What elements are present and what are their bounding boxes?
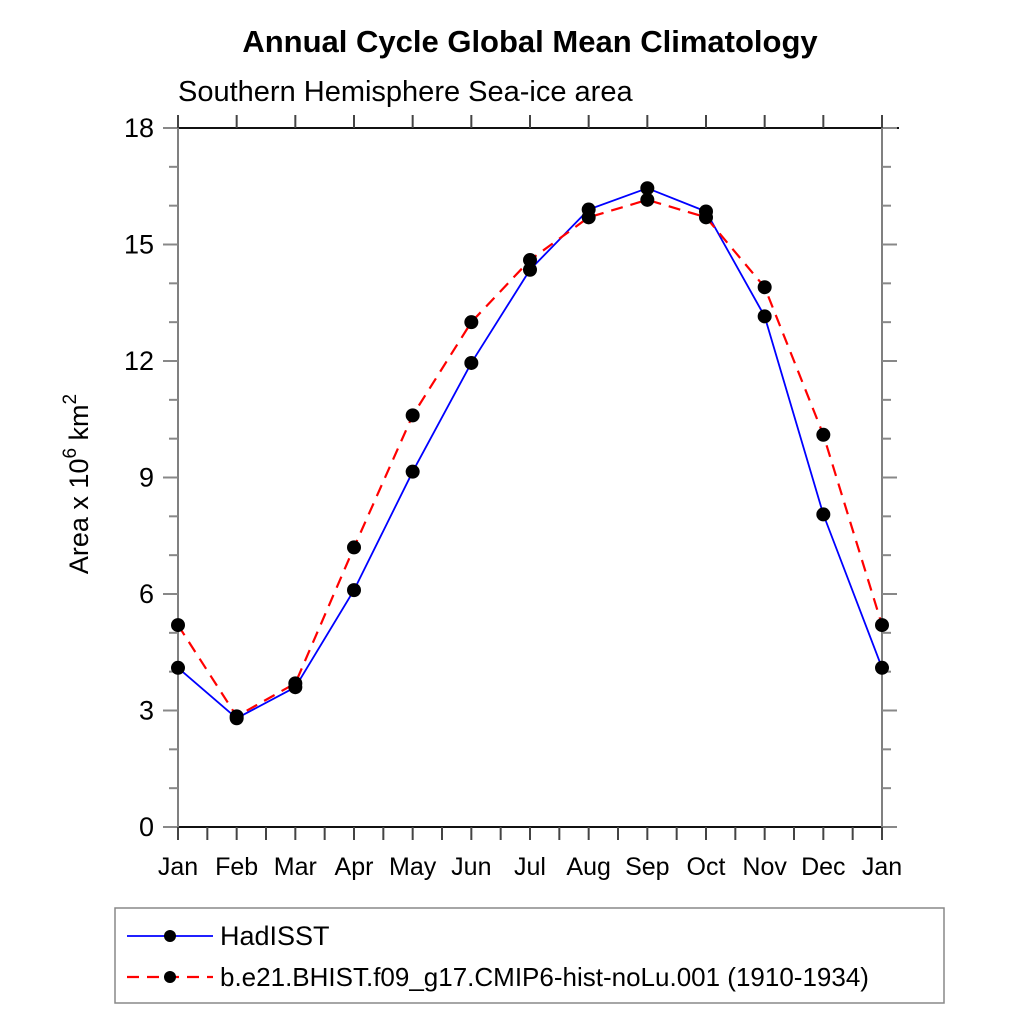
- legend: HadISST b.e21.BHIST.f09_g17.CMIP6-hist-n…: [114, 907, 945, 1004]
- series-0-marker: [464, 355, 479, 370]
- x-axis-tick-label: Dec: [801, 853, 845, 881]
- chart-subtitle: Southern Hemisphere Sea-ice area: [178, 76, 633, 108]
- series-1-marker: [816, 427, 831, 442]
- x-axis-tick-label: Mar: [274, 853, 317, 881]
- plot-area: 0 3 6 9 12 15 18 Jan Feb Mar Apr May Jun Jul Aug Sep Oct…: [124, 113, 902, 881]
- legend-marker-dot: [164, 930, 176, 942]
- x-axis-tick-label: Jun: [451, 853, 491, 881]
- y-axis-label: Area x 106 km2: [60, 394, 94, 574]
- series-1-marker: [757, 280, 772, 295]
- x-axis-tick-label: Jul: [514, 853, 546, 881]
- legend-marker-dot: [164, 971, 176, 983]
- series-0-marker: [347, 583, 361, 598]
- legend-box: [114, 907, 945, 1004]
- series-0-marker: [640, 181, 655, 196]
- series-1-marker: [464, 315, 479, 330]
- chart-title: Annual Cycle Global Mean Climatology: [242, 24, 818, 59]
- x-axis-tick-label: Sep: [625, 853, 669, 881]
- x-axis-tick-label: Oct: [687, 853, 726, 881]
- y-axis-tick-label: 3: [139, 696, 154, 726]
- y-axis-tick-label: 9: [139, 463, 154, 493]
- x-axis-tick-label: Feb: [215, 853, 258, 881]
- series-0-marker: [875, 660, 889, 675]
- series-1-marker: [640, 192, 655, 207]
- series-1-marker: [171, 618, 185, 633]
- legend-label-model: b.e21.BHIST.f09_g17.CMIP6-hist-noLu.001 …: [220, 962, 869, 992]
- y-axis-tick-label: 12: [124, 346, 154, 376]
- series-1-marker: [405, 408, 420, 423]
- y-axis-tick-label: 0: [139, 812, 154, 842]
- series-1-marker: [581, 210, 596, 225]
- x-axis-tick-label: May: [389, 853, 437, 881]
- series-1-marker: [229, 709, 244, 724]
- series-1-marker: [699, 210, 713, 225]
- series-1-marker: [875, 618, 889, 633]
- series-0-marker: [171, 660, 185, 675]
- legend-entry-model: b.e21.BHIST.f09_g17.CMIP6-hist-noLu.001 …: [127, 962, 869, 992]
- x-axis-tick-label: Aug: [566, 853, 610, 881]
- legend-label-hadisst: HadISST: [220, 921, 330, 951]
- x-axis-tick-label: Jan: [862, 853, 902, 881]
- y-axis-tick-label: 18: [124, 113, 154, 143]
- y-axis-tick-label: 15: [124, 230, 154, 260]
- x-axis-tick-label: Nov: [742, 853, 787, 881]
- legend-entry-hadisst: HadISST: [127, 921, 330, 951]
- y-axis-tick-label: 6: [139, 579, 154, 609]
- series-0-marker: [405, 464, 420, 479]
- x-axis-tick-label: Jan: [158, 853, 198, 881]
- series-0-marker: [816, 507, 831, 522]
- series-1-marker: [288, 676, 303, 691]
- series-0-marker: [757, 309, 772, 324]
- series-1-marker: [523, 253, 537, 268]
- series-1-marker: [347, 540, 361, 555]
- series-0-marker: [523, 262, 537, 277]
- series-line-1: [177, 198, 884, 718]
- x-axis-tick-label: Apr: [335, 853, 374, 881]
